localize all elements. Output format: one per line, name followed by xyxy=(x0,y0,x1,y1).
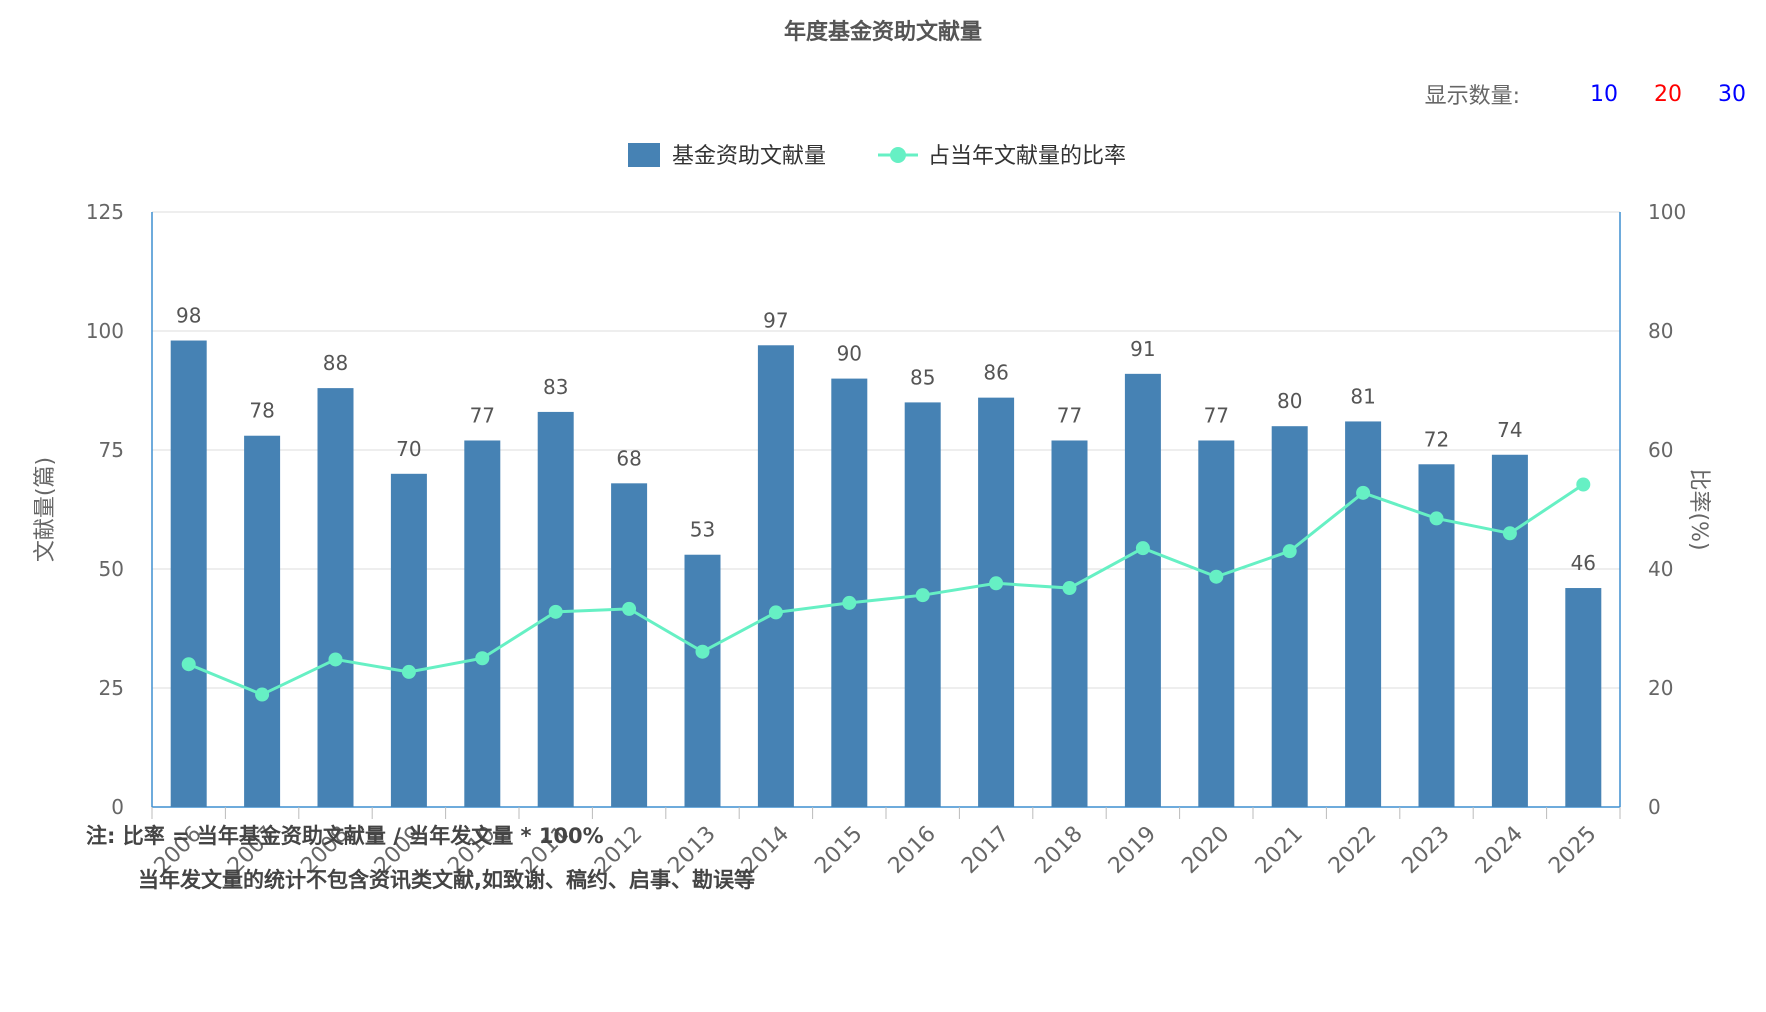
ratio-line xyxy=(188,483,1585,697)
bar-value-label: 97 xyxy=(763,308,788,332)
bar xyxy=(1491,454,1528,807)
bar xyxy=(464,440,501,807)
note-line-2: 当年发文量的统计不包含资讯类文献,如致谢、稿约、启事、勘误等 xyxy=(138,868,755,892)
display-count-label: 显示数量: xyxy=(1424,84,1520,109)
bar xyxy=(904,402,941,807)
ratio-point xyxy=(181,657,196,672)
ratio-point xyxy=(1356,485,1371,500)
bar-value-label: 77 xyxy=(1057,403,1082,427)
legend-bar-swatch xyxy=(628,143,660,167)
ratio-point xyxy=(255,687,270,702)
ratio-point xyxy=(695,644,710,659)
y-tick-label: 25 xyxy=(99,676,124,700)
x-tick-label: 2018 xyxy=(1030,822,1087,879)
legend-bar-label: 基金资助文献量 xyxy=(672,144,826,169)
bar-value-label: 72 xyxy=(1424,427,1449,451)
y2-tick-label: 100 xyxy=(1648,200,1686,224)
ratio-point xyxy=(842,595,857,610)
ratio-point xyxy=(1209,569,1224,584)
bar xyxy=(611,483,648,807)
y-tick-label: 50 xyxy=(99,557,124,581)
bar xyxy=(1565,588,1602,807)
ratio-point xyxy=(768,605,783,620)
legend-line-label: 占当年文献量的比率 xyxy=(928,144,1126,169)
ratio-point xyxy=(622,601,637,616)
bar xyxy=(757,345,794,807)
bar xyxy=(170,340,207,807)
x-tick-label: 2020 xyxy=(1177,822,1234,879)
ratio-point xyxy=(1282,544,1297,559)
bar-value-label: 74 xyxy=(1497,418,1522,442)
bar-value-label: 68 xyxy=(616,446,641,470)
ratio-point xyxy=(1429,511,1444,526)
ratio-point xyxy=(1135,541,1150,556)
y-tick-label: 75 xyxy=(99,438,124,462)
bar-value-label: 85 xyxy=(910,365,935,389)
ratio-point xyxy=(1502,526,1517,541)
ratio-point xyxy=(1576,477,1591,492)
ratio-point xyxy=(915,588,930,603)
bar-value-label: 53 xyxy=(690,518,715,542)
y2-tick-label: 0 xyxy=(1648,795,1661,819)
bar-value-label: 81 xyxy=(1350,384,1375,408)
display-count-option-20[interactable]: 20 xyxy=(1654,81,1682,107)
bar xyxy=(1271,426,1308,807)
legend-line-marker xyxy=(890,147,906,163)
bar xyxy=(1345,421,1382,807)
x-tick-label: 2023 xyxy=(1397,822,1454,879)
ratio-point xyxy=(548,604,563,619)
bar-value-label: 98 xyxy=(176,304,201,328)
x-tick-label: 2016 xyxy=(884,822,941,879)
bar xyxy=(244,435,281,807)
bar xyxy=(390,473,427,807)
y2-tick-label: 40 xyxy=(1648,557,1673,581)
bar-value-label: 70 xyxy=(396,437,421,461)
bar xyxy=(1198,440,1235,807)
ratio-point xyxy=(475,651,490,666)
y2-tick-label: 80 xyxy=(1648,319,1673,343)
bar xyxy=(978,397,1015,807)
bar-value-label: 46 xyxy=(1571,551,1596,575)
bar-value-label: 88 xyxy=(323,351,348,375)
bar-value-label: 80 xyxy=(1277,389,1302,413)
display-count-option-10[interactable]: 10 xyxy=(1590,81,1618,107)
bar-value-label: 78 xyxy=(249,399,274,423)
bar-value-label: 83 xyxy=(543,375,568,399)
bar-value-label: 77 xyxy=(1204,403,1229,427)
y-tick-label: 100 xyxy=(86,319,124,343)
x-tick-label: 2015 xyxy=(810,822,867,879)
bar xyxy=(1051,440,1088,807)
y2-tick-label: 60 xyxy=(1648,438,1673,462)
bar-value-label: 90 xyxy=(837,342,862,366)
bar xyxy=(831,378,868,807)
x-tick-label: 2024 xyxy=(1471,822,1528,879)
x-tick-label: 2025 xyxy=(1544,822,1601,879)
chart-title: 年度基金资助文献量 xyxy=(783,20,982,45)
note-line-1: 注: 比率 = 当年基金资助文献量 / 当年发文量 * 100% xyxy=(86,824,604,848)
ratio-point xyxy=(1062,581,1077,596)
y2-axis-title: 比率(%) xyxy=(1686,468,1711,550)
display-count-selector: 显示数量: 10 20 30 xyxy=(1425,78,1746,110)
ratio-point xyxy=(989,576,1004,591)
x-tick-label: 2021 xyxy=(1251,822,1308,879)
y-tick-label: 0 xyxy=(111,795,124,819)
x-tick-label: 2017 xyxy=(957,822,1014,879)
bar-value-label: 86 xyxy=(983,361,1008,385)
y-tick-label: 125 xyxy=(86,200,124,224)
bar xyxy=(684,554,721,807)
ratio-point xyxy=(401,664,416,679)
x-tick-label: 2022 xyxy=(1324,822,1381,879)
ratio-point xyxy=(328,652,343,667)
y-axis-title: 文献量(篇) xyxy=(33,457,58,562)
bar xyxy=(1124,373,1161,807)
display-count-option-30[interactable]: 30 xyxy=(1718,81,1746,107)
bar xyxy=(317,388,354,807)
bar-value-label: 77 xyxy=(470,403,495,427)
bar-value-label: 91 xyxy=(1130,337,1155,361)
y2-tick-label: 20 xyxy=(1648,676,1673,700)
x-tick-label: 2019 xyxy=(1104,822,1161,879)
